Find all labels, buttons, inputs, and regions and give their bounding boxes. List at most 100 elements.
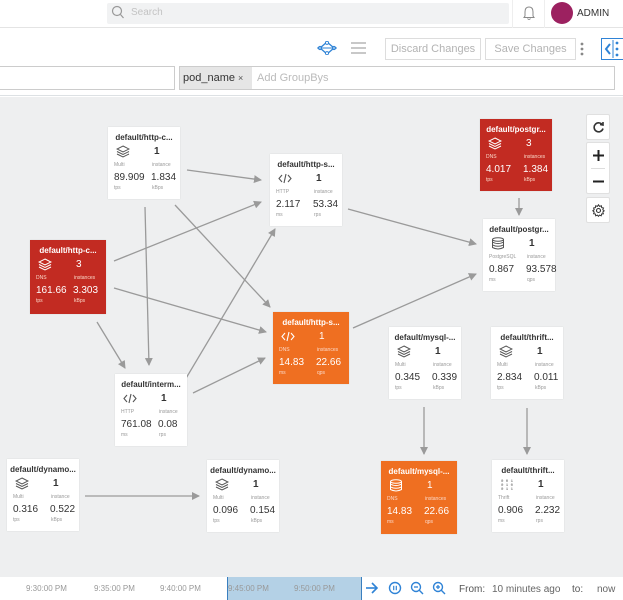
timeline-tick: 9:35:00 PM xyxy=(94,584,135,593)
database-icon xyxy=(390,479,402,492)
service-node[interactable]: default/postgr... 1 PostgreSQL instance … xyxy=(483,219,557,291)
avatar[interactable] xyxy=(551,2,573,24)
user-name[interactable]: ADMIN xyxy=(577,8,610,19)
timeline-bar[interactable]: 9:30:00 PM 9:35:00 PM 9:40:00 PM 9:45:00… xyxy=(0,577,623,600)
metric-value-1: 0.906 xyxy=(498,505,524,516)
instance-label: instance xyxy=(51,494,70,500)
instance-label: instance xyxy=(159,409,178,415)
metric-value-1: 4.017 xyxy=(486,164,512,175)
metric-unit-2: qps xyxy=(317,370,326,376)
more-options-icon[interactable] xyxy=(580,42,584,56)
instance-label: instance xyxy=(314,189,333,195)
bell-icon xyxy=(523,6,535,20)
list-view-icon[interactable] xyxy=(351,42,366,54)
instance-count: 1 xyxy=(316,173,322,184)
node-title: default/dynamo... xyxy=(210,466,276,475)
metric-unit-1: ms xyxy=(279,370,286,376)
from-value[interactable]: 10 minutes ago xyxy=(492,584,561,595)
layers-icon xyxy=(215,478,229,491)
timeline-tick: 9:45:00 PM xyxy=(228,584,269,593)
svg-text:0 1 1: 0 1 1 xyxy=(501,488,514,491)
pause-icon[interactable] xyxy=(388,581,402,595)
database-icon xyxy=(492,237,504,250)
node-title: default/http-s... xyxy=(282,318,340,327)
instance-label: instance xyxy=(251,495,270,501)
toggle-side-panel-button[interactable] xyxy=(601,38,623,60)
search-input[interactable]: Search xyxy=(107,3,509,24)
instance-count: 1 xyxy=(319,331,325,342)
to-label: to: xyxy=(572,584,584,595)
map-settings-button[interactable] xyxy=(586,197,610,223)
refresh-button[interactable] xyxy=(586,114,610,140)
service-node[interactable]: default/interm... 1 HTTP instance 761.08… xyxy=(115,374,187,446)
node-type: Thrift xyxy=(498,495,510,501)
metric-value-1: 161.66 xyxy=(36,285,67,296)
layers-icon xyxy=(116,145,130,158)
node-title: default/interm... xyxy=(121,380,181,389)
instance-label: instance xyxy=(433,362,452,368)
discard-changes-button[interactable]: Discard Changes xyxy=(385,38,481,60)
node-title: default/http-c... xyxy=(39,246,97,255)
zoom-in-time-icon[interactable] xyxy=(432,581,446,595)
zoom-out-time-icon[interactable] xyxy=(410,581,424,595)
service-node-warning[interactable]: default/http-s... 1 DNS instances 14.83 … xyxy=(273,312,349,384)
zoom-divider xyxy=(591,168,605,169)
groupby-placeholder: Add GroupBys xyxy=(257,72,329,84)
service-map-canvas[interactable]: default/http-c... 1 Multi instance 89.90… xyxy=(0,97,623,577)
metric-value-2: 0.522 xyxy=(50,504,76,515)
metric-unit-2: rps xyxy=(536,518,543,524)
timeline-tick: 9:40:00 PM xyxy=(160,584,201,593)
metric-value-1: 0.345 xyxy=(395,372,421,383)
time-range-brush[interactable] xyxy=(227,577,362,600)
node-title: default/http-s... xyxy=(277,160,335,169)
groupby-chip-label: pod_name xyxy=(183,72,235,84)
service-node-warning[interactable]: default/mysql-... 1 DNS instances 14.83 … xyxy=(381,461,457,534)
instance-count: 1 xyxy=(154,146,160,157)
metric-value-2: 53.34 xyxy=(313,199,339,210)
node-type: Multi xyxy=(213,495,224,501)
service-node[interactable]: default/http-s... 1 HTTP instance 2.117 … xyxy=(270,154,342,226)
instance-label: instance xyxy=(527,254,546,260)
instance-count: 1 xyxy=(537,346,543,357)
search-icon xyxy=(111,5,124,19)
node-type: DNS xyxy=(387,496,398,502)
metric-unit-1: tps xyxy=(497,385,504,391)
metric-unit-1: ms xyxy=(276,212,283,218)
jump-to-now-icon[interactable] xyxy=(365,581,379,595)
edges-layer xyxy=(85,169,531,500)
instance-count: 1 xyxy=(427,480,433,491)
metric-unit-2: rps xyxy=(159,432,166,438)
service-node[interactable]: default/thrift... 1 Multi instance 2.834… xyxy=(491,327,563,399)
zoom-out-icon[interactable] xyxy=(592,175,605,188)
metric-value-2: 22.66 xyxy=(424,506,450,517)
notifications-button[interactable] xyxy=(512,0,545,28)
chip-remove-icon[interactable]: × xyxy=(238,73,244,83)
to-value[interactable]: now xyxy=(597,584,616,595)
metric-unit-2: kBps xyxy=(74,298,86,304)
metric-value-1: 0.096 xyxy=(213,505,239,516)
instance-label: instance xyxy=(536,495,555,501)
service-node-critical[interactable]: default/http-c... 3 DNS instances 161.66… xyxy=(30,240,106,314)
instance-count: 3 xyxy=(76,259,82,270)
topology-view-icon[interactable] xyxy=(317,41,337,55)
service-node-critical[interactable]: default/postgr... 3 DNS instances 4.017 … xyxy=(480,119,552,191)
metric-unit-1: tps xyxy=(213,518,220,524)
metric-value-2: 0.011 xyxy=(534,372,559,383)
zoom-in-icon[interactable] xyxy=(592,149,605,162)
metric-value-1: 2.117 xyxy=(276,199,301,210)
metric-unit-1: tps xyxy=(36,298,43,304)
svg-text:0 1 0: 0 1 0 xyxy=(501,484,514,488)
instance-count: 1 xyxy=(253,479,259,490)
instance-count: 1 xyxy=(538,479,544,490)
service-node[interactable]: default/dynamo... 1 Multi instance 0.316… xyxy=(7,459,79,531)
service-node[interactable]: default/mysql-... 1 Multi instance 0.345… xyxy=(389,327,461,399)
service-node[interactable]: default/dynamo... 1 Multi instance 0.096… xyxy=(207,460,279,532)
save-changes-button[interactable]: Save Changes xyxy=(485,38,576,60)
filter-input[interactable] xyxy=(0,66,175,90)
layers-icon xyxy=(488,137,502,150)
instance-label: instances xyxy=(524,154,546,160)
groupby-input[interactable]: pod_name × Add GroupBys xyxy=(179,66,615,90)
service-node[interactable]: default/http-c... 1 Multi instance 89.90… xyxy=(108,127,180,199)
metric-unit-1: tps xyxy=(13,517,20,523)
